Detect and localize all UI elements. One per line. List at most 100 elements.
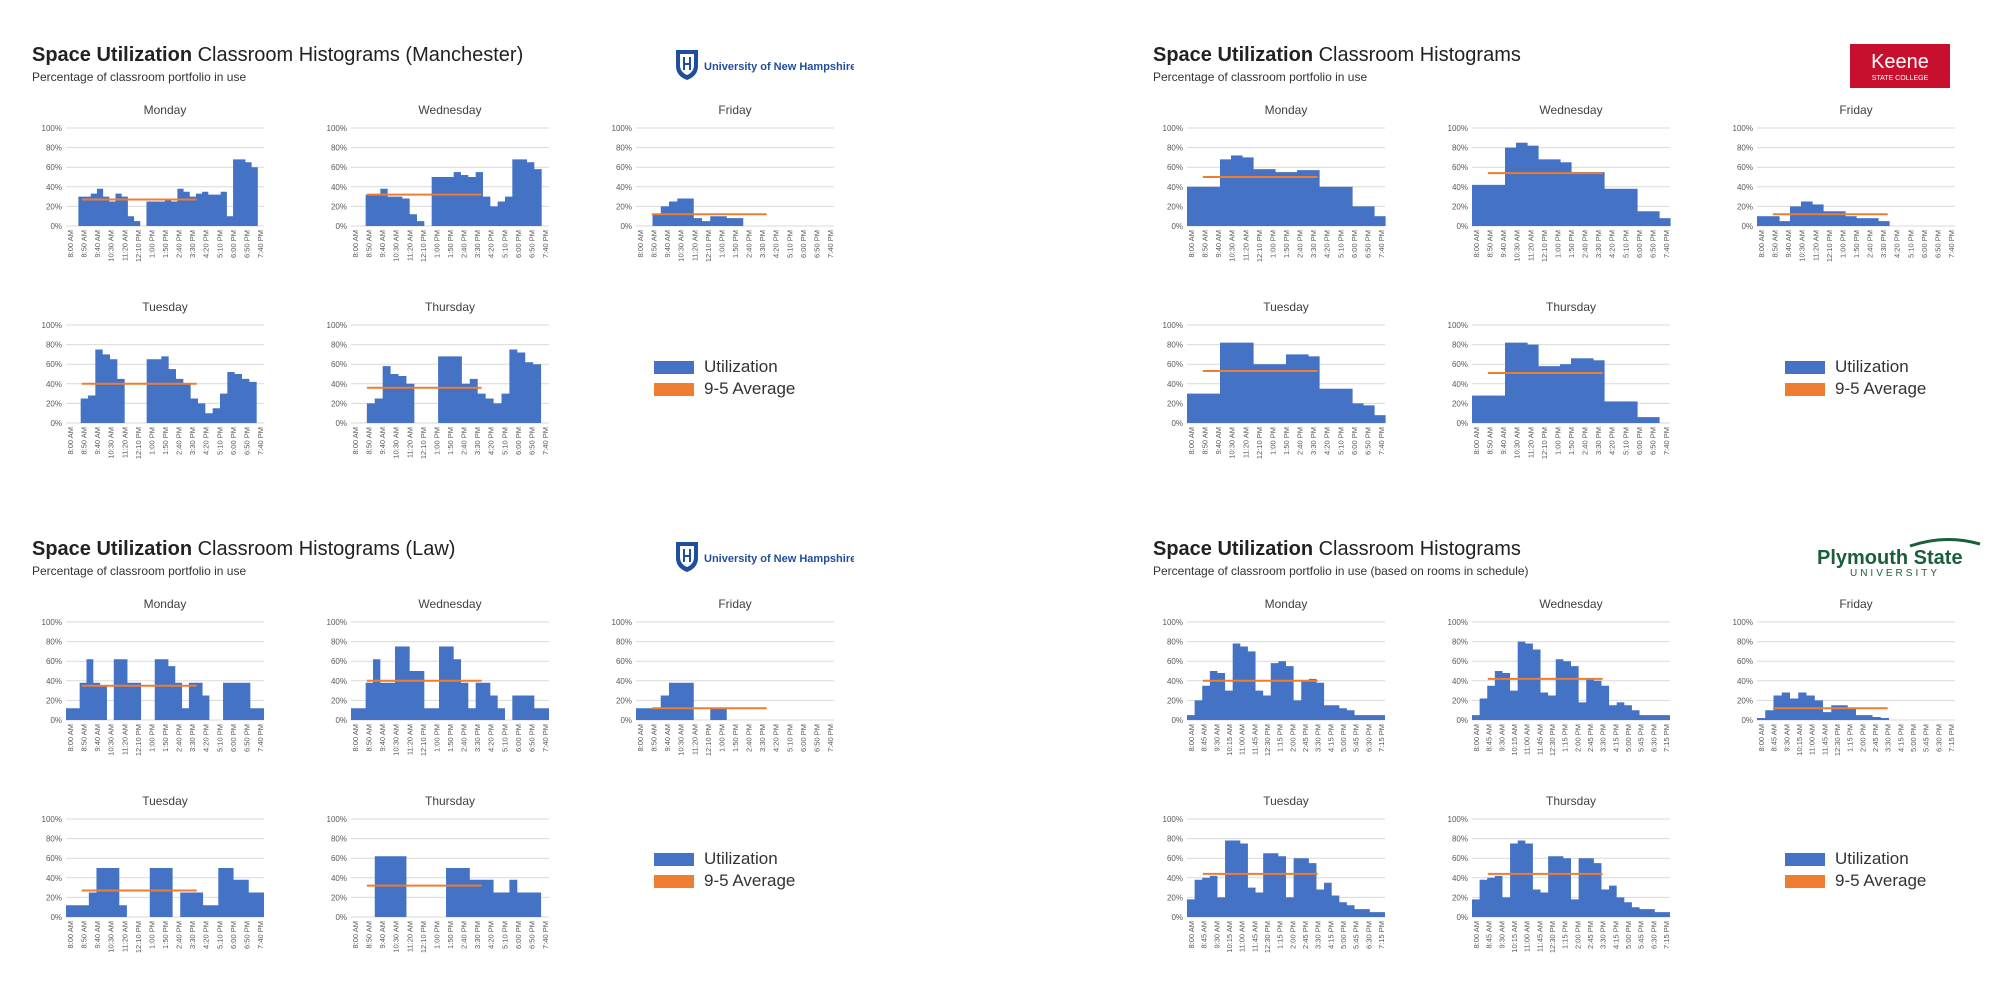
y-tick-label: 20%: [331, 399, 347, 408]
x-tick-label: 2:40 PM: [745, 230, 754, 258]
y-tick-label: 0%: [1741, 222, 1753, 231]
x-tick-label: 5:10 PM: [500, 724, 509, 752]
x-tick-label: 6:50 PM: [1363, 427, 1372, 455]
chart-plymouth-monday: Monday 0% 20% 40% 60% 80% 100% 8:00 AM 8:45 AM 9:…: [1163, 597, 1386, 756]
x-tick-label: 12:10 PM: [134, 230, 143, 262]
y-tick-label: 60%: [46, 163, 62, 172]
legend-label-utilization: Utilization: [704, 849, 778, 868]
x-tick-label: 7:40 PM: [256, 724, 265, 752]
y-tick-label: 0%: [1456, 913, 1468, 922]
x-tick-label: 3:30 PM: [1309, 427, 1318, 455]
x-tick-label: 6:30 PM: [1649, 724, 1658, 752]
x-tick-label: 1:50 PM: [1852, 230, 1861, 258]
x-tick-label: 9:40 AM: [378, 921, 387, 949]
y-tick-label: 60%: [1737, 657, 1753, 666]
x-tick-label: 7:40 PM: [256, 230, 265, 258]
x-tick-label: 4:20 PM: [772, 230, 781, 258]
x-tick-label: 5:10 PM: [1621, 427, 1630, 455]
y-tick-label: 80%: [1167, 144, 1183, 153]
x-tick-label: 5:45 PM: [1352, 724, 1361, 752]
unh-logo: University of New Hampshire: [674, 48, 856, 87]
y-tick-label: 100%: [327, 124, 347, 133]
x-tick-label: 10:30 AM: [392, 724, 401, 756]
x-tick-label: 8:00 AM: [1187, 921, 1196, 949]
legend-swatch-utilization: [654, 360, 694, 374]
utilization-bar: [1637, 417, 1649, 423]
x-tick-label: 6:50 PM: [527, 230, 536, 258]
x-tick-label: 1:00 PM: [147, 921, 156, 949]
day-label: Friday: [1839, 103, 1872, 117]
y-tick-label: 20%: [331, 893, 347, 902]
x-tick-label: 4:15 PM: [1896, 724, 1905, 752]
x-tick-label: 11:20 AM: [1811, 230, 1820, 261]
utilization-bar: [1341, 388, 1353, 423]
x-tick-label: 6:00 PM: [229, 427, 238, 455]
x-tick-label: 8:45 AM: [1200, 921, 1209, 949]
y-tick-label: 40%: [1452, 874, 1468, 883]
utilization-bar: [1253, 169, 1265, 226]
y-tick-label: 80%: [46, 341, 62, 350]
y-tick-label: 0%: [1171, 419, 1183, 428]
x-tick-label: 11:00 AM: [1238, 921, 1247, 952]
y-tick-label: 20%: [1167, 696, 1183, 705]
x-tick-label: 5:10 PM: [500, 427, 509, 455]
utilization-bar: [1363, 206, 1375, 226]
x-tick-label: 5:10 PM: [785, 230, 794, 258]
utilization-bar: [1604, 401, 1616, 423]
y-tick-label: 100%: [327, 321, 347, 330]
utilization-area: [636, 682, 834, 720]
x-tick-label: 6:00 PM: [514, 427, 523, 455]
utilization-bar: [1286, 354, 1298, 423]
x-tick-label: 7:40 PM: [826, 724, 835, 752]
utilization-bar: [1549, 159, 1561, 226]
x-tick-label: 1:00 PM: [147, 230, 156, 258]
x-tick-label: 3:30 PM: [1594, 427, 1603, 455]
x-tick-label: 10:30 AM: [392, 427, 401, 459]
day-label: Friday: [718, 597, 751, 611]
x-tick-label: 1:00 PM: [432, 724, 441, 752]
x-tick-label: 8:45 AM: [1770, 724, 1779, 752]
x-tick-label: 9:40 AM: [1499, 427, 1508, 455]
y-tick-label: 60%: [331, 163, 347, 172]
x-tick-label: 3:30 PM: [1594, 230, 1603, 258]
panel-title: Space Utilization Classroom Histograms: [1153, 538, 1521, 560]
utilization-area: [66, 349, 264, 423]
panel-plymouth: Space Utilization Classroom Histograms P…: [1153, 537, 2000, 1008]
y-tick-label: 60%: [1167, 360, 1183, 369]
day-label: Friday: [718, 103, 751, 117]
x-tick-label: 5:45 PM: [1637, 921, 1646, 949]
y-tick-label: 60%: [1452, 360, 1468, 369]
x-tick-label: 12:30 PM: [1548, 724, 1557, 756]
y-tick-label: 80%: [331, 835, 347, 844]
utilization-area: [66, 659, 264, 720]
keene-logo-mark: Keene STATE COLLEGE: [1850, 44, 1950, 88]
utilization-bar: [1231, 155, 1243, 226]
legend: Utilization 9-5 Average: [1785, 848, 1926, 892]
x-tick-label: 6:50 PM: [1363, 230, 1372, 258]
x-tick-label: 11:20 AM: [120, 921, 129, 952]
x-tick-label: 8:50 AM: [80, 427, 89, 455]
y-tick-label: 100%: [327, 618, 347, 627]
utilization-bar: [1505, 147, 1517, 226]
x-tick-label: 4:20 PM: [487, 230, 496, 258]
y-tick-label: 0%: [335, 419, 347, 428]
utilization-bar: [1582, 172, 1594, 226]
y-tick-label: 100%: [1448, 815, 1468, 824]
utilization-bar: [1494, 395, 1506, 423]
x-tick-label: 5:00 PM: [1624, 921, 1633, 949]
x-tick-label: 6:50 PM: [242, 230, 251, 258]
x-tick-label: 4:15 PM: [1611, 921, 1620, 949]
x-tick-label: 4:15 PM: [1326, 724, 1335, 752]
utilization-bar: [1823, 211, 1835, 226]
utilization-bar: [1352, 206, 1364, 226]
chart-manchester-monday: Monday 0% 20% 40% 60% 80% 100% 8:00 AM 8:50 AM 9:…: [42, 103, 265, 262]
panel-title: Space Utilization Classroom Histograms (…: [32, 538, 456, 560]
x-tick-label: 3:30 PM: [758, 724, 767, 752]
utilization-bar: [1560, 162, 1572, 226]
x-tick-label: 8:50 AM: [650, 230, 659, 258]
x-tick-label: 5:45 PM: [1352, 921, 1361, 949]
x-tick-label: 8:00 AM: [351, 230, 360, 258]
x-tick-label: 11:00 AM: [1238, 724, 1247, 755]
y-tick-label: 100%: [42, 815, 62, 824]
y-tick-label: 100%: [612, 124, 632, 133]
